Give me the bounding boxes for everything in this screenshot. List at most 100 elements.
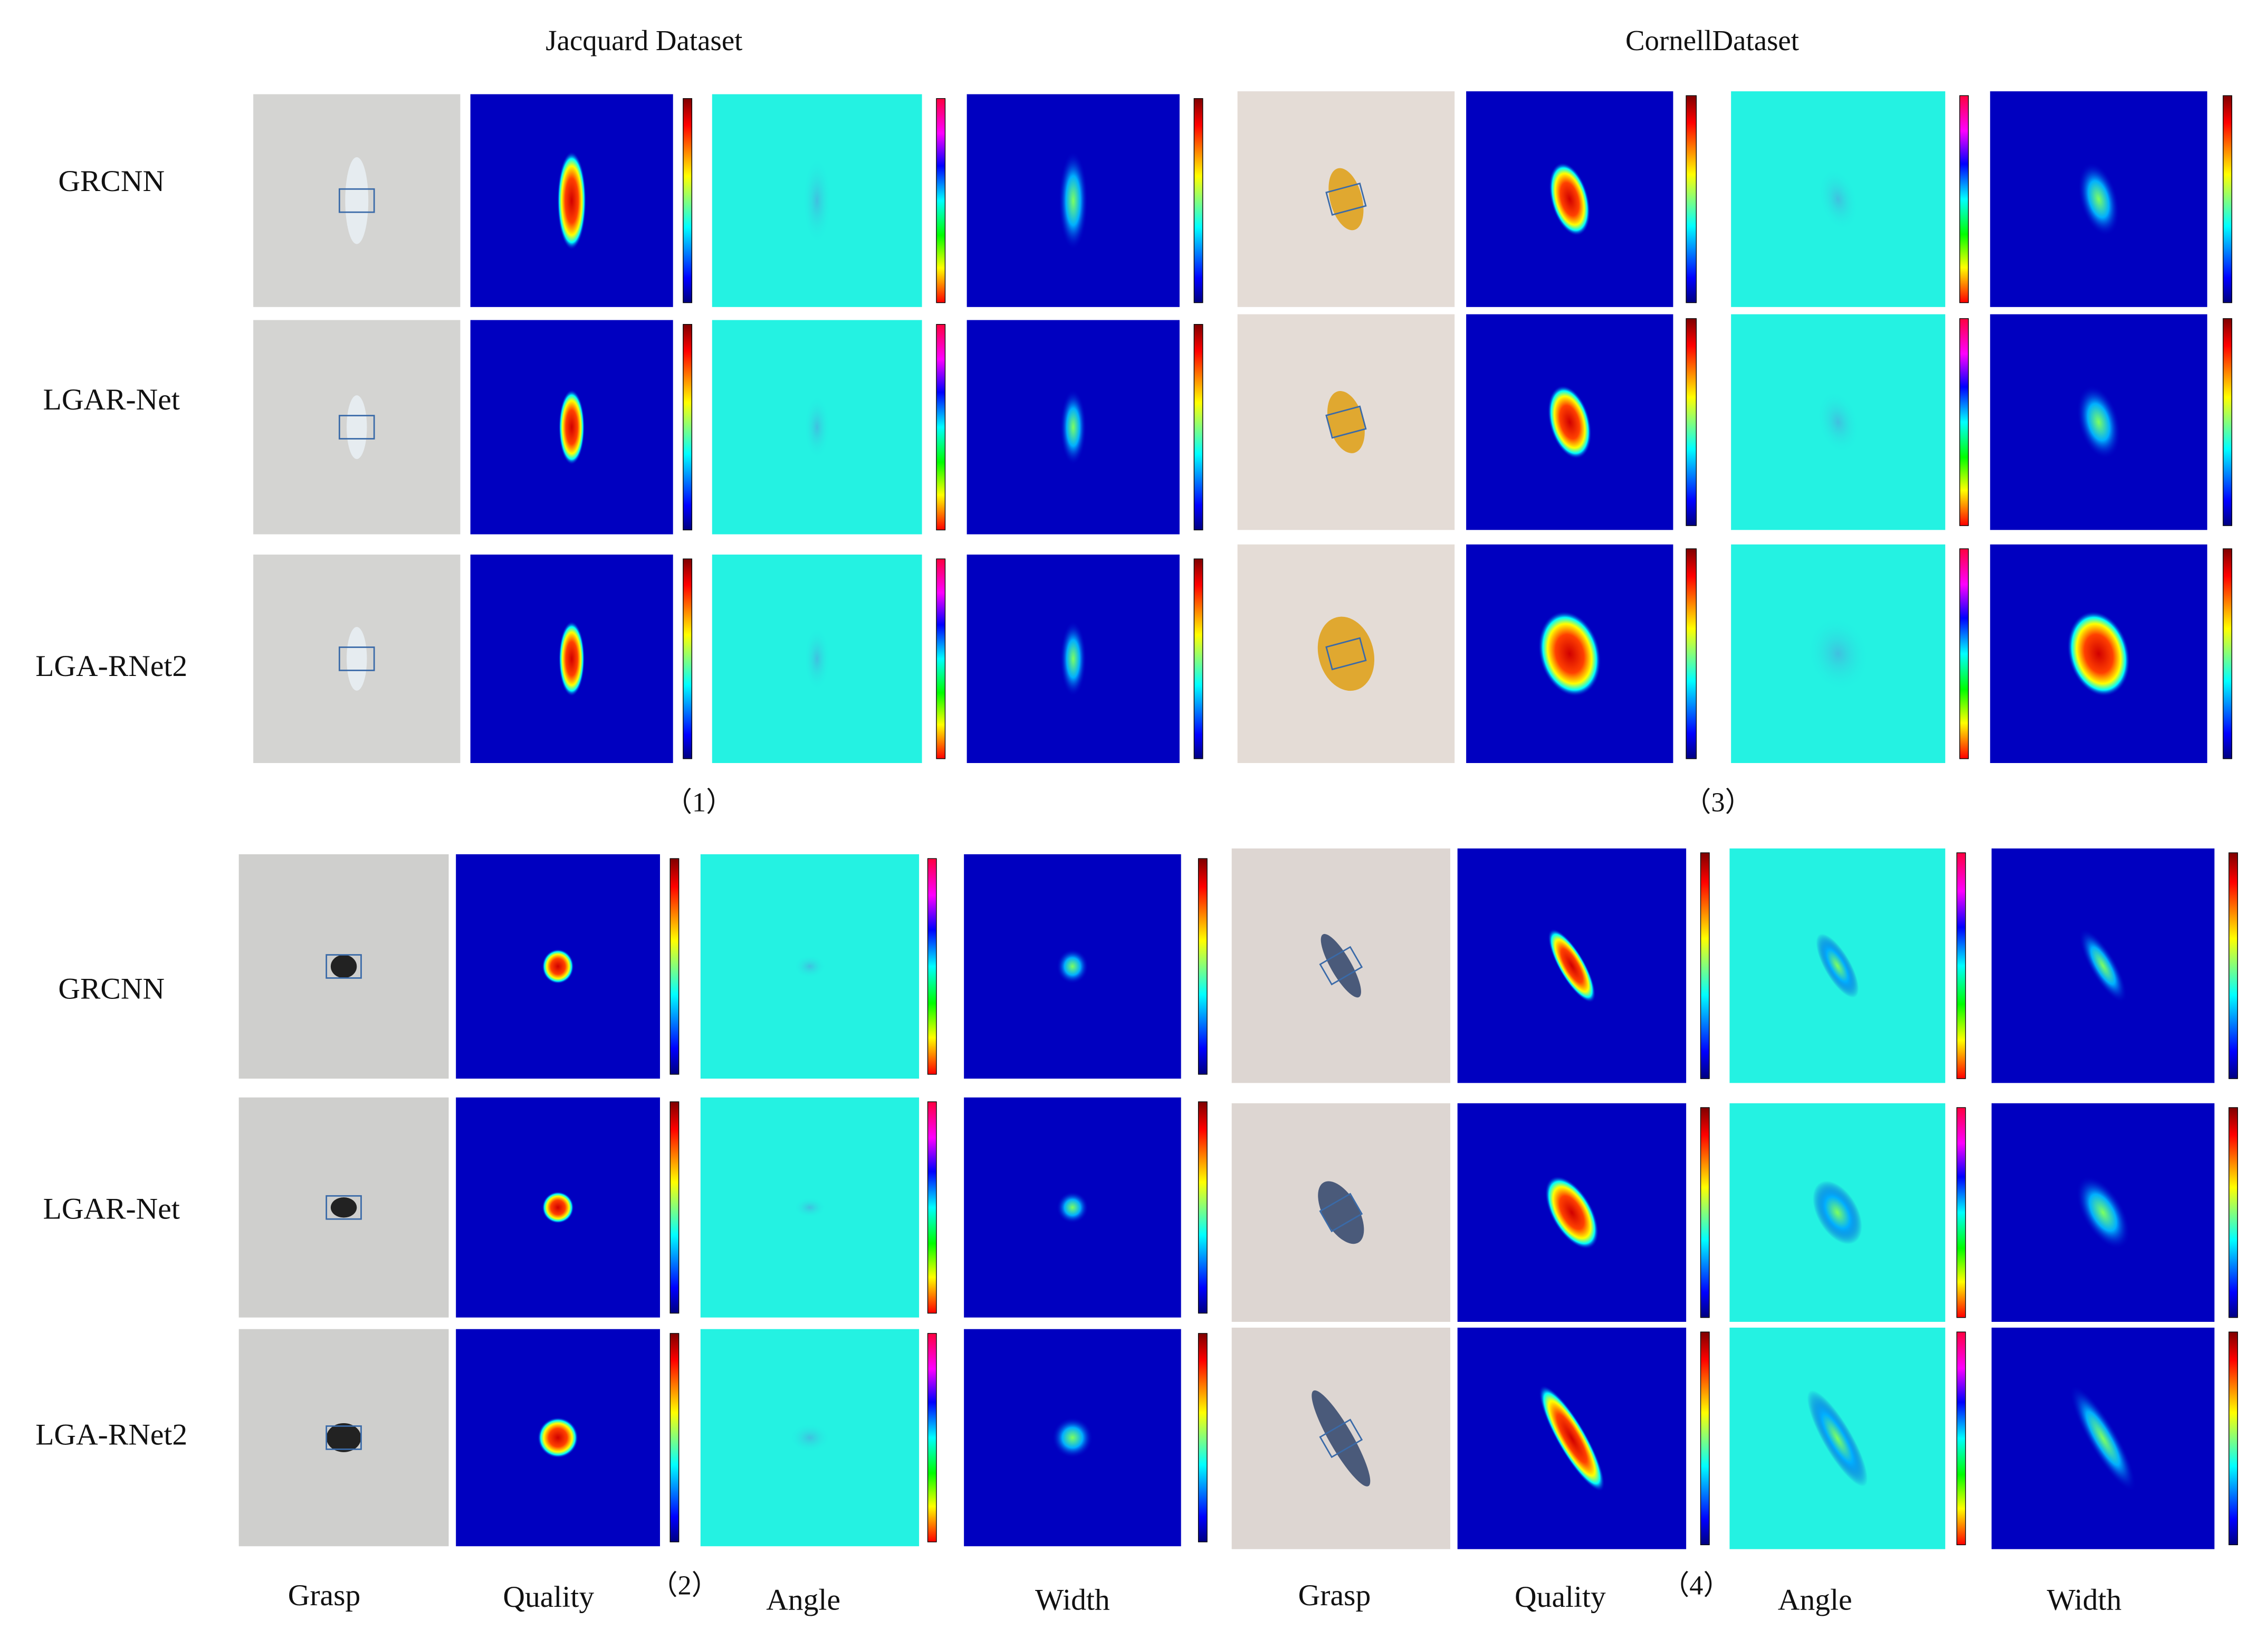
- angle-blob: [1807, 1390, 1868, 1487]
- colorbar: [1686, 318, 1697, 526]
- grasp-box: [1319, 1193, 1363, 1233]
- heat-blob: [542, 1192, 574, 1224]
- colorbar: [683, 558, 693, 759]
- grasp-box: [338, 415, 375, 440]
- grasp-box: [338, 188, 375, 213]
- heat-blob: [1547, 385, 1592, 459]
- column-label: Quality: [1515, 1580, 1606, 1614]
- panel-label: （2）: [650, 1571, 719, 1601]
- colorbar: [1686, 95, 1697, 303]
- colorbar: [1700, 1107, 1710, 1318]
- colorbar: [1959, 318, 1969, 526]
- object: [326, 1423, 361, 1452]
- colorbar: [1959, 548, 1969, 759]
- colorbar: [2228, 1107, 2238, 1318]
- heat-blob: [2070, 1385, 2136, 1492]
- heat-blob: [2076, 385, 2121, 459]
- heat-blob: [558, 621, 585, 697]
- heat-blob: [1545, 1176, 1599, 1250]
- angle-blob: [803, 395, 830, 459]
- row-label: LGA-RNet2: [35, 1418, 187, 1452]
- colorbar: [927, 858, 937, 1075]
- grasp-box: [1325, 405, 1367, 439]
- colorbar: [2228, 1331, 2238, 1546]
- grasp-box: [1325, 183, 1367, 216]
- column-label: Grasp: [288, 1579, 361, 1612]
- heat-blob: [1058, 151, 1088, 250]
- column-label: Angle: [766, 1583, 840, 1616]
- angle-blob: [793, 955, 826, 978]
- colorbar: [669, 858, 680, 1075]
- heat-blob: [2079, 929, 2127, 1003]
- angle-blob: [802, 157, 832, 244]
- colorbar: [2223, 318, 2233, 526]
- colorbar: [2223, 95, 2233, 303]
- column-label: Grasp: [1298, 1579, 1371, 1612]
- heat-blob: [1052, 1417, 1093, 1458]
- colorbar: [1956, 852, 1966, 1079]
- colorbar: [2223, 548, 2233, 759]
- colorbar: [927, 1101, 937, 1314]
- heat-blob: [557, 151, 587, 250]
- colorbar: [927, 1333, 937, 1542]
- angle-blob: [1816, 933, 1859, 998]
- object: [1317, 616, 1375, 691]
- row-label: LGAR-Net: [43, 1193, 180, 1226]
- angle-blob: [803, 627, 830, 691]
- object: [330, 955, 357, 978]
- object: [1327, 391, 1365, 453]
- colorbar: [1686, 548, 1697, 759]
- colorbar: [669, 1101, 680, 1314]
- colorbar: [1956, 1331, 1966, 1546]
- grasp-box: [338, 646, 375, 671]
- panel-label: （1）: [665, 788, 733, 818]
- object: [347, 627, 367, 691]
- angle-blob: [1818, 168, 1859, 231]
- angle-blob: [1816, 390, 1860, 454]
- grasp-box: [1319, 1418, 1363, 1459]
- heat-blob: [558, 389, 585, 465]
- grasp-box: [326, 954, 362, 979]
- colorbar: [1193, 558, 1203, 759]
- colorbar: [1198, 858, 1208, 1075]
- heat-blob: [1549, 162, 1591, 236]
- colorbar: [1198, 1333, 1208, 1542]
- colorbar: [2228, 852, 2238, 1079]
- heat-blob: [1538, 611, 1601, 697]
- dataset-title: Jacquard Dataset: [546, 24, 742, 56]
- row-label: GRCNN: [58, 973, 165, 1006]
- row-label: LGA-RNet2: [35, 650, 187, 683]
- object: [347, 395, 367, 459]
- angle-blob: [793, 1197, 826, 1218]
- object: [1318, 1181, 1364, 1244]
- heat-blob: [542, 949, 574, 984]
- object: [1312, 1390, 1371, 1486]
- heat-blob: [1539, 1385, 1605, 1492]
- object: [1320, 933, 1361, 998]
- colorbar: [669, 1333, 680, 1542]
- column-label: Angle: [1778, 1583, 1852, 1616]
- panel-label: （4）: [1662, 1571, 1730, 1601]
- colorbar: [936, 98, 946, 303]
- angle-blob: [789, 1423, 830, 1452]
- colorbar: [1700, 852, 1710, 1079]
- column-label: Width: [2047, 1583, 2122, 1616]
- column-label: Width: [1035, 1583, 1110, 1616]
- column-label: Quality: [503, 1580, 594, 1614]
- heat-blob: [538, 1417, 579, 1458]
- angle-blob: [1807, 616, 1869, 691]
- colorbar: [1193, 324, 1203, 530]
- angle-blob: [1813, 1180, 1862, 1245]
- grasp-box: [326, 1195, 362, 1220]
- object: [1328, 168, 1364, 231]
- colorbar: [936, 324, 946, 530]
- colorbar: [1198, 1101, 1208, 1314]
- row-label: LGAR-Net: [43, 383, 180, 416]
- colorbar: [1700, 1331, 1710, 1546]
- grasp-box: [1319, 946, 1363, 986]
- heat-blob: [1056, 949, 1089, 984]
- panel-label: （3）: [1683, 788, 1752, 818]
- heat-blob: [1060, 621, 1086, 697]
